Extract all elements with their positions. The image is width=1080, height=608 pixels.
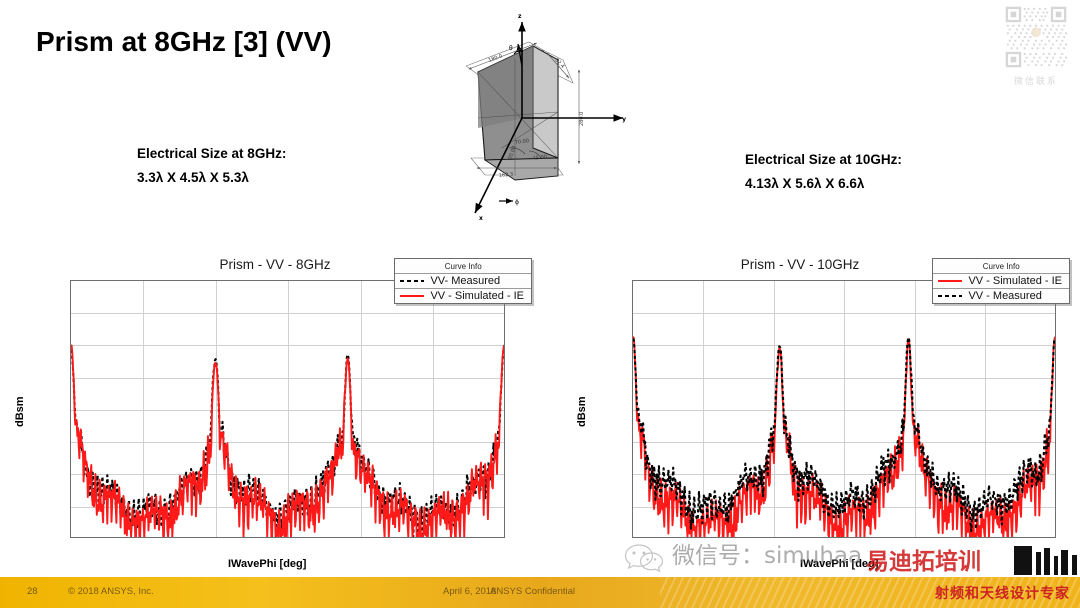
chart-8ghz-legend: Curve Info VV- Measured VV - Simulated -… [394,258,532,304]
legend-label-simulated: VV - Simulated - IE [968,275,1062,287]
prism-3d-model: z y x θ ϕ 180.0 92.4 280.0 162.3 70.00 4… [465,13,626,222]
electrical-size-right-value: 4.13λ X 5.6λ X 6.6λ [745,175,865,191]
svg-text:280.0: 280.0 [579,112,585,126]
svg-text:y: y [622,116,626,123]
qr-watermark: 微信联系 [998,6,1074,87]
chart-8ghz-traces [71,281,504,537]
footer: 28 © 2018 ANSYS, Inc. April 6, 2018 ANSY… [0,575,1080,608]
footer-cn-tagline: 射频和天线设计专家 [935,586,1070,602]
chart-10ghz-plot-area: 20.00 15.00 10.00 5.00 0.00 -5.00 -10.00… [632,280,1056,538]
electrical-size-left: Electrical Size at 8GHz: 3.3λ X 4.5λ X 5… [137,142,286,189]
footer-page-number: 28 [27,586,38,597]
series-measured [71,350,504,537]
electrical-size-left-value: 3.3λ X 4.5λ X 5.3λ [137,169,249,185]
chart-10ghz-title: Prism - VV - 10GHz [740,257,860,272]
electrical-size-right: Electrical Size at 10GHz: 4.13λ X 5.6λ X… [745,148,902,195]
solid-line-icon [937,276,963,286]
svg-text:x: x [479,215,483,222]
footer-divider [0,575,1080,577]
qr-code-icon [1005,6,1067,68]
footer-copyright: © 2018 ANSYS, Inc. [68,586,154,597]
svg-text:45.00: 45.00 [532,154,547,162]
series-measured [633,338,1055,531]
chart-8ghz-x-axis-title: IWavePhi [deg] [228,558,307,570]
chart-10ghz-y-axis-title: dBsm [576,396,588,427]
dashed-line-icon [399,276,425,286]
page-title: Prism at 8GHz [3] (VV) [36,26,332,57]
svg-text:180.0: 180.0 [488,53,504,64]
series-simulated [71,345,504,537]
chart-10ghz-traces [633,281,1055,537]
chart-8ghz-title: Prism - VV - 8GHz [219,257,331,272]
legend-item-simulated: VV - Simulated - IE [933,273,1069,288]
chart-10ghz-legend-title: Curve Info [982,262,1020,271]
svg-text:ϕ: ϕ [515,199,519,206]
series-simulated [633,337,1055,537]
svg-text:20.00: 20.00 [507,145,518,161]
svg-text:z: z [518,13,522,20]
chart-8ghz-legend-title: Curve Info [444,262,482,271]
svg-text:92.4: 92.4 [554,57,566,69]
legend-item-measured: VV- Measured [395,273,531,288]
legend-item-measured: VV - Measured [933,288,1069,303]
chart-10ghz: Prism - VV - 10GHz VV - IE dBsm IWavePhi… [560,252,1080,572]
electrical-size-left-heading: Electrical Size at 8GHz: [137,146,287,161]
legend-label-simulated: VV - Simulated - IE [430,290,524,302]
chart-10ghz-x-axis-title: IWavePhi [deg] [800,558,879,570]
chart-10ghz-legend: Curve Info VV - Simulated - IE VV - Meas… [932,258,1070,304]
dashed-line-icon [937,291,963,301]
footer-date: April 6, 2018 [443,586,497,597]
legend-label-measured: VV- Measured [430,275,501,287]
chart-8ghz: Prism - VV - 8GHz VV - IE dBsm IWavePhi … [0,252,540,572]
legend-label-measured: VV - Measured [968,290,1042,302]
chart-8ghz-plot-area: 20.00 15.00 10.00 5.00 0.00 -5.00 -10.00… [70,280,505,538]
svg-text:θ: θ [509,45,513,52]
footer-confidential: ANSYS Confidential [490,586,576,597]
solid-line-icon [399,291,425,301]
footer-stripes [660,575,1080,608]
qr-watermark-caption: 微信联系 [1013,77,1058,87]
legend-item-simulated: VV - Simulated - IE [395,288,531,303]
svg-text:162.3: 162.3 [499,172,514,179]
svg-text:70.00: 70.00 [514,138,529,146]
chart-8ghz-y-axis-title: dBsm [14,396,26,427]
electrical-size-right-heading: Electrical Size at 10GHz: [745,152,902,167]
